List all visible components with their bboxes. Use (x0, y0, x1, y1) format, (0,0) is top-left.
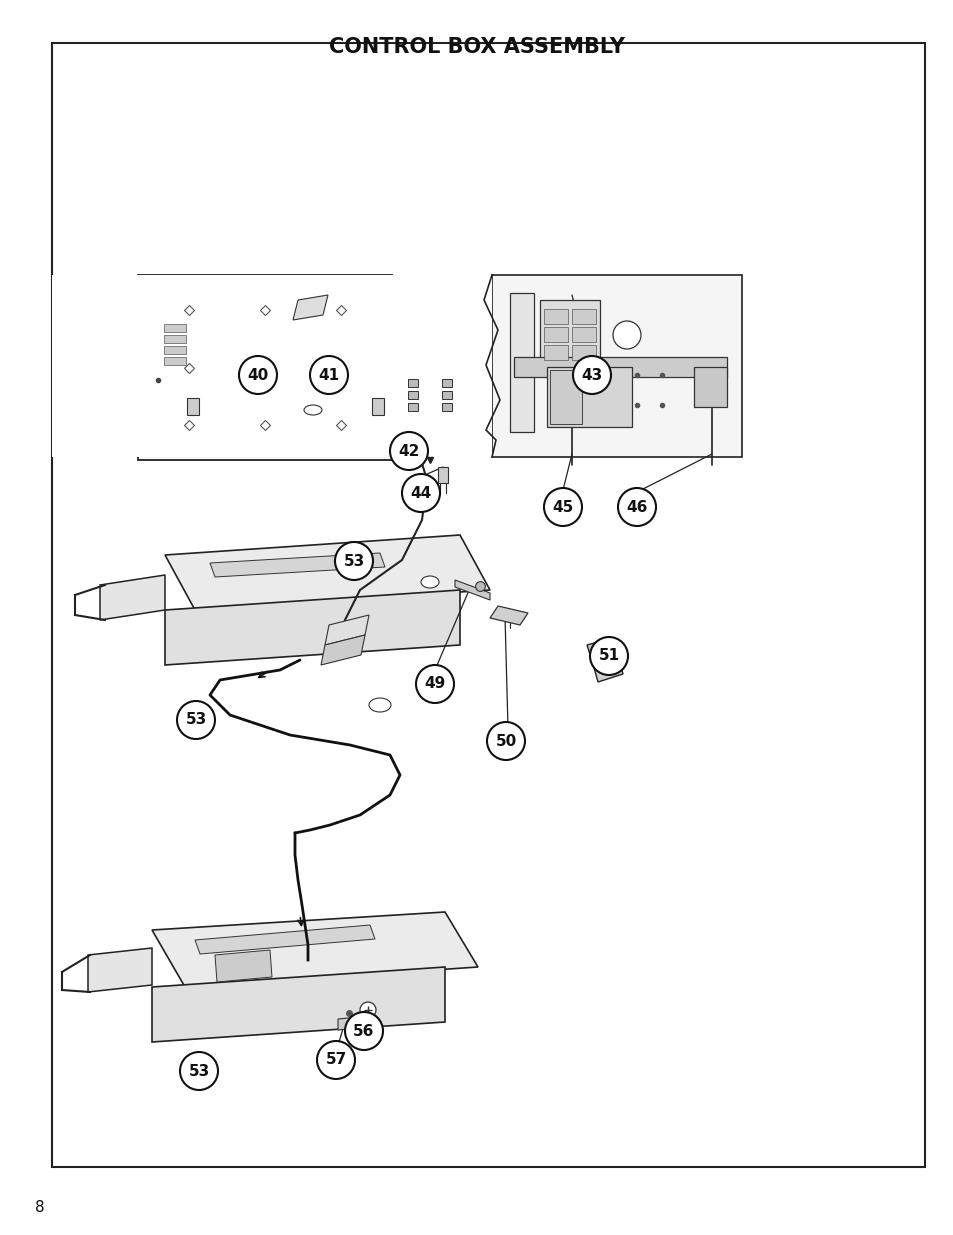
Circle shape (310, 356, 348, 394)
Polygon shape (417, 373, 441, 417)
Polygon shape (492, 275, 741, 457)
Text: 43: 43 (580, 368, 602, 383)
Polygon shape (325, 615, 369, 645)
Polygon shape (160, 317, 215, 370)
Polygon shape (165, 535, 490, 610)
Polygon shape (100, 576, 165, 620)
Circle shape (486, 722, 524, 760)
Circle shape (613, 321, 640, 350)
Polygon shape (293, 295, 328, 320)
Polygon shape (164, 357, 186, 366)
Text: 45: 45 (552, 499, 573, 515)
Polygon shape (490, 606, 527, 625)
Polygon shape (455, 580, 490, 600)
Circle shape (177, 701, 214, 739)
Polygon shape (372, 398, 384, 415)
Circle shape (180, 1052, 218, 1091)
Polygon shape (408, 403, 417, 411)
Polygon shape (408, 391, 417, 399)
Polygon shape (441, 379, 452, 387)
Polygon shape (441, 391, 452, 399)
Polygon shape (693, 367, 726, 408)
Text: 44: 44 (410, 485, 431, 500)
Polygon shape (543, 309, 567, 324)
Polygon shape (152, 911, 477, 987)
Circle shape (345, 1011, 382, 1050)
Polygon shape (539, 300, 599, 366)
Polygon shape (510, 293, 534, 432)
Text: 41: 41 (318, 368, 339, 383)
Text: 46: 46 (626, 499, 647, 515)
Ellipse shape (369, 698, 391, 713)
Polygon shape (514, 357, 726, 377)
Polygon shape (546, 367, 631, 427)
Polygon shape (408, 379, 417, 387)
Polygon shape (550, 370, 581, 424)
Text: 57: 57 (325, 1052, 346, 1067)
Circle shape (335, 542, 373, 580)
Text: 53: 53 (185, 713, 207, 727)
Polygon shape (164, 335, 186, 343)
Polygon shape (593, 657, 622, 682)
Polygon shape (194, 925, 375, 953)
Circle shape (589, 637, 627, 676)
Circle shape (416, 664, 454, 703)
Ellipse shape (304, 405, 322, 415)
Polygon shape (88, 948, 152, 992)
Polygon shape (441, 403, 452, 411)
Text: 51: 51 (598, 648, 618, 663)
Polygon shape (320, 635, 365, 664)
Circle shape (390, 432, 428, 471)
Polygon shape (164, 324, 186, 332)
Text: 40: 40 (247, 368, 269, 383)
Circle shape (573, 356, 610, 394)
Polygon shape (572, 327, 596, 342)
Polygon shape (572, 309, 596, 324)
Polygon shape (152, 967, 444, 1042)
Polygon shape (337, 1016, 357, 1030)
Polygon shape (165, 590, 459, 664)
Text: CONTROL BOX ASSEMBLY: CONTROL BOX ASSEMBLY (329, 37, 624, 57)
Text: 42: 42 (398, 443, 419, 458)
Polygon shape (543, 345, 567, 359)
Text: 56: 56 (353, 1024, 375, 1039)
Polygon shape (164, 346, 186, 354)
Text: 49: 49 (424, 677, 445, 692)
Circle shape (618, 488, 656, 526)
Text: 8: 8 (35, 1199, 45, 1214)
Polygon shape (138, 275, 392, 459)
Polygon shape (572, 345, 596, 359)
Ellipse shape (420, 576, 438, 588)
Text: 53: 53 (343, 553, 364, 568)
Text: 50: 50 (495, 734, 517, 748)
Circle shape (543, 488, 581, 526)
Polygon shape (52, 275, 492, 457)
Polygon shape (586, 638, 618, 664)
Polygon shape (437, 467, 448, 483)
Circle shape (401, 474, 439, 513)
Polygon shape (210, 553, 385, 577)
Polygon shape (543, 327, 567, 342)
Text: 53: 53 (188, 1063, 210, 1078)
Circle shape (239, 356, 276, 394)
Circle shape (316, 1041, 355, 1079)
Polygon shape (187, 398, 199, 415)
Circle shape (359, 1002, 375, 1018)
Polygon shape (214, 950, 272, 982)
